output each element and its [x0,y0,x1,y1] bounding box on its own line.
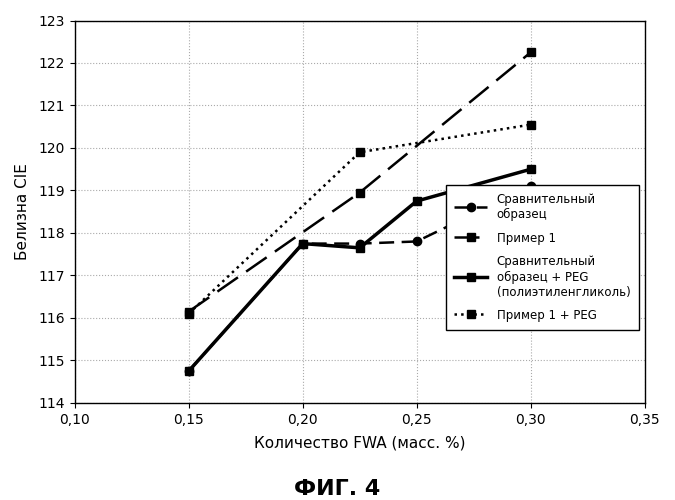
Сравнительный
образец [526,183,535,189]
Пример 1 [526,50,535,56]
Y-axis label: Белизна CIE: Белизна CIE [15,164,30,260]
Сравнительный
образец [298,240,306,246]
Сравнительный
образец + PEG
(полиэтиленгликоль) [298,240,306,246]
Пример 1 + PEG [526,122,535,128]
Line: Пример 1: Пример 1 [184,48,535,316]
Line: Сравнительный
образец + PEG
(полиэтиленгликоль): Сравнительный образец + PEG (полиэтиленг… [184,165,535,375]
Сравнительный
образец [356,240,364,246]
Пример 1 + PEG [185,310,193,316]
Text: ФИГ. 4: ФИГ. 4 [294,479,381,499]
Сравнительный
образец + PEG
(полиэтиленгликоль) [412,198,421,204]
Сравнительный
образец + PEG
(полиэтиленгликоль) [526,166,535,172]
Сравнительный
образец + PEG
(полиэтиленгликоль) [185,368,193,374]
Line: Пример 1 + PEG: Пример 1 + PEG [184,120,535,318]
Line: Сравнительный
образец: Сравнительный образец [184,182,535,375]
Пример 1 + PEG [356,149,364,155]
Сравнительный
образец [185,368,193,374]
Сравнительный
образец [412,238,421,244]
Пример 1 [356,190,364,196]
Legend: Сравнительный
образец, Пример 1, Сравнительный
образец + PEG
(полиэтиленгликоль): Сравнительный образец, Пример 1, Сравнит… [446,185,639,330]
Пример 1 [185,308,193,314]
Сравнительный
образец + PEG
(полиэтиленгликоль) [356,245,364,251]
X-axis label: Количество FWA (масс. %): Количество FWA (масс. %) [254,435,466,450]
